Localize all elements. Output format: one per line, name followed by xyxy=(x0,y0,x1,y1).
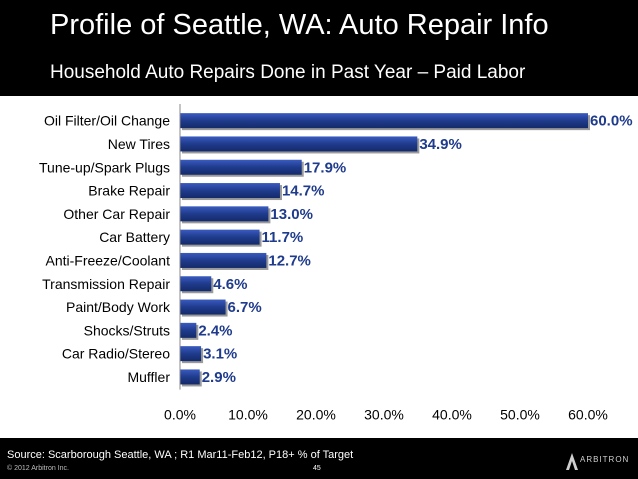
category-label: Car Battery xyxy=(99,229,170,245)
category-label: Car Radio/Stereo xyxy=(62,346,170,362)
arbitron-logo: ARBITRON xyxy=(565,452,635,474)
bar xyxy=(180,159,302,175)
data-label: 2.4% xyxy=(198,322,232,339)
category-label: Brake Repair xyxy=(88,183,170,199)
bar xyxy=(180,369,200,385)
bar xyxy=(180,183,280,199)
slide-footer: Source: Scarborough Seattle, WA ; R1 Mar… xyxy=(0,438,638,479)
bar-chart: Oil Filter/Oil Change 60.0% New Tires 34.9%… xyxy=(39,104,633,423)
arbitron-logo-text: ARBITRON xyxy=(580,455,630,464)
data-label: 17.9% xyxy=(304,159,347,176)
bar xyxy=(180,346,202,362)
data-label: 13.0% xyxy=(270,206,313,223)
arbitron-logo-icon xyxy=(566,453,578,470)
chart-area: Oil Filter/Oil Change 60.0% New Tires 34.9%… xyxy=(0,96,638,438)
x-tick-label: 60.0% xyxy=(568,407,608,423)
x-tick-label: 30.0% xyxy=(364,407,404,423)
x-tick-label: 40.0% xyxy=(432,407,472,423)
data-label: 2.9% xyxy=(202,369,236,386)
slide-title: Profile of Seattle, WA: Auto Repair Info xyxy=(50,9,549,41)
category-label: Anti-Freeze/Coolant xyxy=(45,252,170,268)
data-label: 3.1% xyxy=(203,346,237,363)
data-label: 6.7% xyxy=(228,299,262,316)
data-label: 34.9% xyxy=(419,136,462,153)
x-tick-label: 0.0% xyxy=(164,407,196,423)
category-label: Transmission Repair xyxy=(42,276,170,292)
category-label: Tune-up/Spark Plugs xyxy=(39,159,170,175)
bar xyxy=(180,229,260,245)
category-label: Paint/Body Work xyxy=(66,299,171,315)
page-number: 45 xyxy=(313,465,321,472)
slide-subtitle: Household Auto Repairs Done in Past Year… xyxy=(50,62,526,83)
source-note: Source: Scarborough Seattle, WA ; R1 Mar… xyxy=(7,449,354,461)
copyright-text: © 2012 Arbitron Inc. xyxy=(7,465,69,472)
data-label: 11.7% xyxy=(262,229,304,246)
bar xyxy=(180,206,269,222)
category-label: Shocks/Struts xyxy=(84,322,170,338)
data-label: 14.7% xyxy=(282,183,325,200)
data-label: 12.7% xyxy=(268,252,311,269)
bar xyxy=(180,299,226,315)
bar xyxy=(180,136,418,152)
category-label: New Tires xyxy=(108,136,170,152)
bar xyxy=(180,252,267,268)
data-label: 4.6% xyxy=(213,276,247,293)
bar xyxy=(180,322,197,338)
data-label: 60.0% xyxy=(590,113,633,130)
category-label: Muffler xyxy=(127,369,170,385)
x-tick-label: 10.0% xyxy=(228,407,268,423)
x-tick-label: 20.0% xyxy=(296,407,336,423)
category-label: Other Car Repair xyxy=(63,206,170,222)
category-label: Oil Filter/Oil Change xyxy=(44,113,170,129)
bar xyxy=(180,113,588,129)
x-tick-label: 50.0% xyxy=(500,407,540,423)
bar xyxy=(180,276,212,292)
slide-header: Profile of Seattle, WA: Auto Repair Info… xyxy=(0,0,638,96)
